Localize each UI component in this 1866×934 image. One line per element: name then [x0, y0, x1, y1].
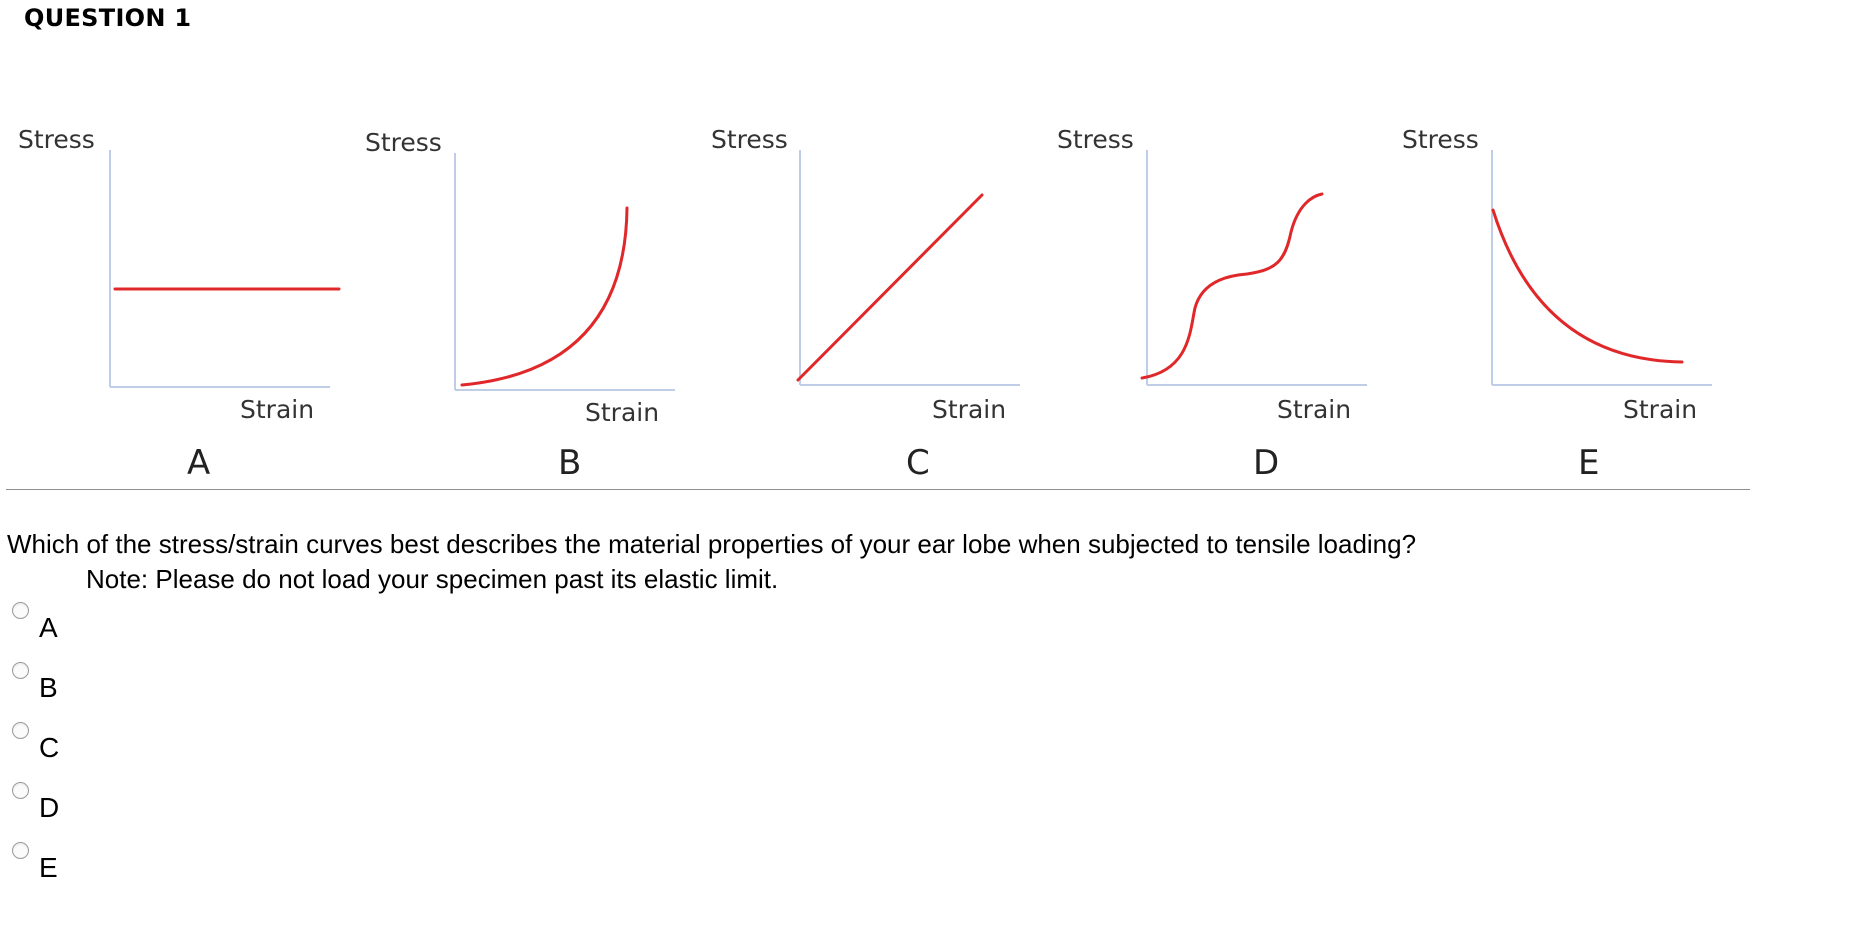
panel-d-letter: D: [1253, 443, 1279, 483]
panel-a-x-label: Strain: [240, 395, 314, 424]
figure-divider: [6, 489, 1750, 490]
answer-option-label[interactable]: A: [39, 612, 58, 643]
radio-button-e[interactable]: [12, 842, 29, 859]
answer-option-d[interactable]: D: [8, 782, 128, 832]
answer-option-label[interactable]: C: [39, 732, 60, 763]
panel-d: Stress Strain D: [1057, 125, 1367, 483]
stress-strain-figure: Stress Strain A Stress Strain B Stress S…: [18, 125, 1712, 483]
answer-option-e[interactable]: E: [8, 842, 128, 892]
radio-button-c[interactable]: [12, 722, 29, 739]
panel-b: Stress Strain B: [365, 128, 675, 483]
question-note: Note: Please do not load your specimen p…: [86, 564, 779, 594]
answer-option-label[interactable]: B: [39, 672, 58, 703]
panel-b-letter: B: [558, 443, 581, 483]
panel-a: Stress Strain A: [18, 125, 341, 483]
question-text: Which of the stress/strain curves best d…: [7, 529, 1417, 559]
radio-button-a[interactable]: [12, 602, 29, 619]
answer-option-c[interactable]: C: [8, 722, 128, 772]
radio-button-d[interactable]: [12, 782, 29, 799]
panel-d-y-label: Stress: [1057, 125, 1134, 154]
panel-e: Stress Strain E: [1402, 125, 1712, 483]
panel-c: Stress Strain C: [711, 125, 1020, 483]
answer-option-a[interactable]: A: [8, 602, 128, 652]
panel-e-y-label: Stress: [1402, 125, 1479, 154]
panel-b-x-label: Strain: [585, 398, 659, 427]
panel-a-y-label: Stress: [18, 125, 95, 154]
panel-c-curve: [796, 193, 984, 382]
question-header: QUESTION 1: [24, 4, 192, 32]
radio-button-b[interactable]: [12, 662, 29, 679]
answer-option-label[interactable]: D: [39, 792, 60, 823]
panel-a-letter: A: [187, 443, 210, 483]
panel-e-x-label: Strain: [1623, 395, 1697, 424]
panel-b-curve: [460, 206, 629, 387]
panel-b-y-label: Stress: [365, 128, 442, 157]
panel-c-x-label: Strain: [932, 395, 1006, 424]
answer-option-label[interactable]: E: [39, 852, 58, 883]
answer-option-b[interactable]: B: [8, 662, 128, 712]
panel-e-curve: [1491, 208, 1684, 364]
panel-d-x-label: Strain: [1277, 395, 1351, 424]
panel-d-curve: [1140, 192, 1324, 380]
panel-e-letter: E: [1578, 443, 1599, 483]
panel-c-letter: C: [906, 443, 930, 483]
panel-c-y-label: Stress: [711, 125, 788, 154]
